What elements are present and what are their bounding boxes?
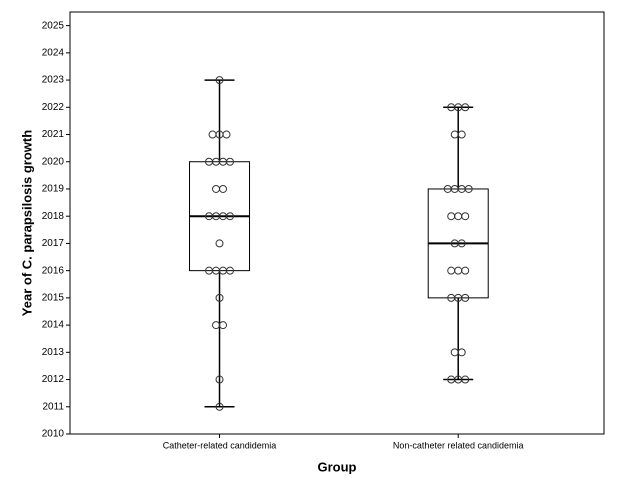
y-tick-label: 2012 [42, 374, 65, 385]
data-point [226, 157, 235, 166]
y-tick-label: 2011 [42, 401, 64, 412]
data-point [461, 375, 470, 384]
x-tick-label: Catheter-related candidemia [163, 440, 277, 450]
data-point [215, 76, 224, 85]
y-tick-label: 2024 [42, 47, 65, 58]
data-point [457, 348, 466, 357]
x-tick-label: Non-catheter related candidemia [393, 440, 524, 450]
data-point [222, 130, 231, 139]
y-axis-title: Year of C. parapsilosis growth [19, 130, 34, 316]
y-tick-label: 2021 [42, 129, 65, 140]
data-point [461, 103, 470, 112]
data-point [457, 239, 466, 248]
y-tick-label: 2010 [42, 429, 65, 440]
data-point [215, 239, 224, 248]
data-point [461, 266, 470, 275]
y-tick-label: 2017 [42, 238, 65, 249]
data-point [461, 212, 470, 221]
data-point [226, 266, 235, 275]
data-point [457, 130, 466, 139]
y-tick-label: 2014 [42, 320, 65, 331]
data-point [219, 321, 228, 330]
y-tick-label: 2019 [42, 184, 65, 195]
data-point [461, 293, 470, 302]
y-tick-label: 2023 [42, 75, 65, 86]
y-tick-label: 2025 [42, 20, 65, 31]
data-point [215, 375, 224, 384]
data-point [219, 184, 228, 193]
data-point [215, 402, 224, 411]
data-point [215, 293, 224, 302]
y-tick-label: 2016 [42, 265, 65, 276]
data-point [464, 184, 473, 193]
y-tick-label: 2018 [42, 211, 65, 222]
data-point [226, 212, 235, 221]
x-axis-title: Group [318, 459, 357, 474]
y-tick-label: 2013 [42, 347, 65, 358]
y-tick-label: 2020 [42, 156, 65, 167]
y-tick-label: 2022 [42, 102, 65, 113]
y-tick-label: 2015 [42, 293, 65, 304]
plot-frame [69, 11, 605, 435]
